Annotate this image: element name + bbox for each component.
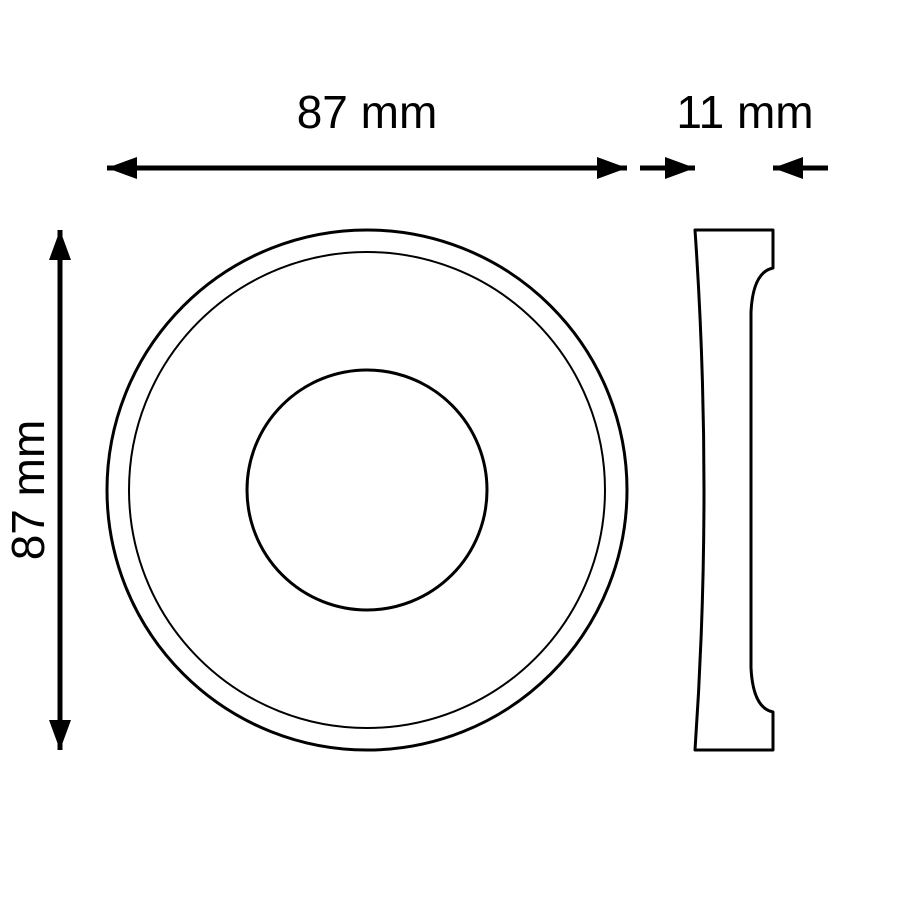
dimension-right-label: 11 mm (676, 86, 813, 138)
arrowhead-in-left-icon (665, 157, 695, 179)
inner-circle (247, 370, 487, 610)
arrowhead-left-icon (107, 157, 137, 179)
dimension-top: 87 mm (107, 86, 627, 179)
arrowhead-up-icon (49, 230, 71, 260)
arrowhead-down-icon (49, 720, 71, 750)
outer-circle (107, 230, 627, 750)
dimension-diagram: 87 mm 87 mm 11 mm (0, 0, 900, 900)
side-profile (695, 230, 773, 750)
arrowhead-in-right-icon (773, 157, 803, 179)
side-view (695, 230, 773, 750)
mid-circle (129, 252, 605, 728)
dimension-left-label: 87 mm (2, 420, 54, 561)
dimension-right: 11 mm (640, 86, 828, 179)
dimension-top-label: 87 mm (297, 86, 438, 138)
dimension-left: 87 mm (2, 230, 71, 750)
arrowhead-right-icon (597, 157, 627, 179)
front-view (107, 230, 627, 750)
